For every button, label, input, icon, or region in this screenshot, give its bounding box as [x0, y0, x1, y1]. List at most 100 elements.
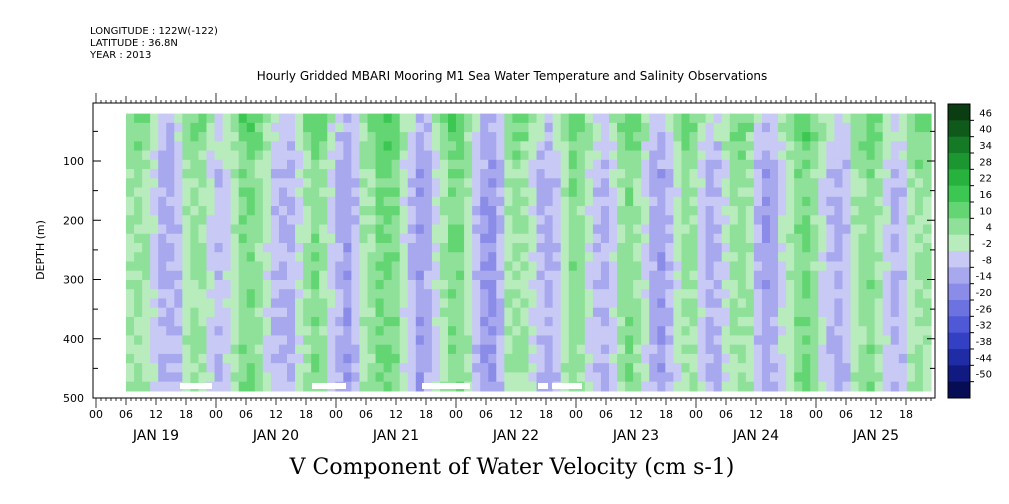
heatmap-cell [826, 316, 835, 327]
x-tick-label: 18 [179, 408, 193, 421]
heatmap-cell [689, 298, 699, 309]
heatmap-cell [794, 196, 803, 207]
heatmap-cell [150, 206, 159, 216]
heatmap-cell [190, 206, 200, 216]
heatmap-cell [287, 196, 296, 207]
heatmap-cell [657, 335, 666, 346]
heatmap-cell [198, 132, 208, 142]
heatmap-cell [375, 132, 385, 142]
heatmap-cell [166, 215, 175, 226]
heatmap-cell [576, 215, 586, 226]
heatmap-cell [367, 132, 377, 142]
heatmap-cell [383, 344, 393, 355]
heatmap-cell [705, 372, 715, 383]
heatmap-cell [512, 261, 522, 272]
heatmap-cell [866, 372, 876, 383]
heatmap-cell [665, 279, 674, 290]
heatmap-cell [464, 289, 473, 300]
heatmap-cell [238, 215, 248, 226]
heatmap-cell [480, 132, 489, 142]
heatmap-cell [391, 150, 401, 161]
heatmap-cell [657, 252, 666, 263]
heatmap-cell [761, 307, 771, 318]
heatmap-cell [423, 353, 433, 364]
heatmap-cell [681, 307, 691, 318]
x-tick-label: 00 [449, 408, 463, 421]
heatmap-cell [126, 233, 135, 244]
heatmap-cell [464, 113, 473, 124]
heatmap-cell [818, 132, 827, 142]
heatmap-cell [456, 298, 465, 309]
heatmap-cell [254, 261, 264, 272]
heatmap-cell [287, 261, 296, 272]
heatmap-cell [512, 132, 522, 142]
heatmap-cell [472, 243, 481, 253]
heatmap-cell [174, 335, 183, 346]
heatmap-cell [584, 159, 594, 170]
heatmap-cell [649, 353, 658, 364]
heatmap-cell [142, 270, 151, 281]
heatmap-cell [745, 344, 755, 355]
heatmap-cell [922, 372, 932, 383]
heatmap-cell [343, 326, 352, 337]
heatmap-cell [399, 307, 409, 318]
heatmap-cell [729, 261, 739, 272]
heatmap-cell [600, 316, 610, 327]
heatmap-cell [576, 261, 586, 272]
heatmap-cell [319, 159, 328, 170]
heatmap-cell [617, 252, 626, 263]
heatmap-cell [649, 206, 658, 216]
heatmap-cell [745, 113, 755, 124]
heatmap-cell [753, 372, 763, 383]
heatmap-cell [600, 298, 610, 309]
heatmap-cell [890, 215, 900, 226]
heatmap-cell [456, 206, 465, 216]
heatmap-cell [753, 196, 763, 207]
x-day-label: JAN 22 [492, 428, 539, 444]
heatmap-cell [592, 141, 602, 152]
heatmap-cell [254, 122, 264, 133]
heatmap-cell [737, 270, 747, 281]
heatmap-cell [391, 113, 401, 124]
heatmap-cell [600, 335, 610, 346]
heatmap-cell [359, 363, 369, 373]
heatmap-cell [802, 261, 811, 272]
heatmap-cell [834, 344, 844, 355]
heatmap-cell [246, 270, 256, 281]
heatmap-cell [126, 206, 135, 216]
x-day-label: JAN 21 [372, 428, 419, 444]
heatmap-cell [794, 243, 803, 253]
heatmap-cell [319, 335, 328, 346]
heatmap-cell [705, 113, 715, 124]
heatmap-cell [407, 326, 417, 337]
heatmap-cell [890, 122, 900, 133]
heatmap-cell [794, 316, 803, 327]
heatmap-cell [697, 187, 707, 198]
heatmap-cell [528, 316, 538, 327]
heatmap-cell [858, 178, 868, 189]
heatmap-cell [689, 187, 699, 198]
heatmap-cell [351, 252, 361, 263]
heatmap-cell [496, 316, 505, 327]
heatmap-cell [794, 206, 803, 216]
heatmap-cell [906, 344, 916, 355]
heatmap-cell [600, 206, 610, 216]
heatmap-cell [303, 289, 312, 300]
heatmap-cell [882, 159, 892, 170]
heatmap-cell [270, 326, 280, 337]
heatmap-cell [818, 169, 827, 179]
heatmap-cell [287, 353, 296, 364]
heatmap-cell [126, 150, 135, 161]
heatmap-cell [142, 159, 151, 170]
heatmap-cell [222, 113, 232, 124]
heatmap-cell [786, 150, 795, 161]
heatmap-cell [625, 298, 634, 309]
heatmap-cell [842, 252, 852, 263]
heatmap-cell [689, 363, 699, 373]
x-tick-label: 06 [479, 408, 493, 421]
heatmap-cell [415, 159, 425, 170]
heatmap-cell [842, 141, 852, 152]
heatmap-cell [504, 233, 513, 244]
